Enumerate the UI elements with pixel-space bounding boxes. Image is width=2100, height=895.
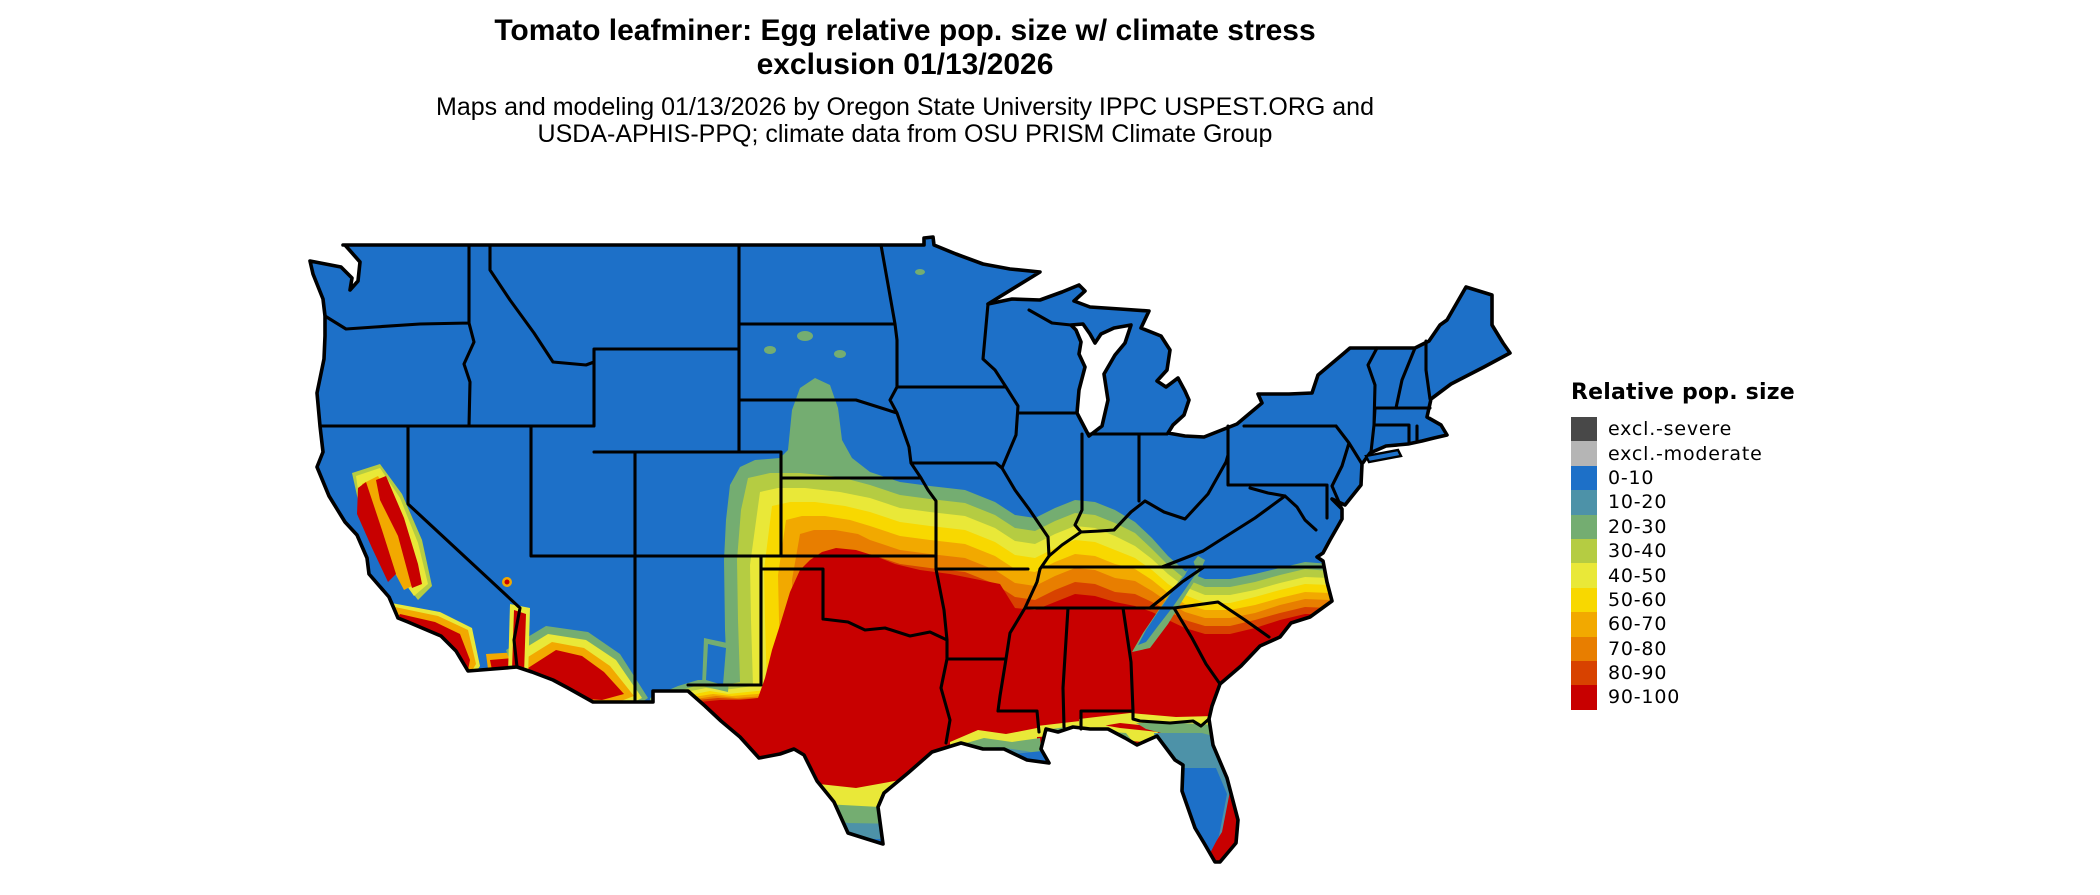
legend-title: Relative pop. size: [1571, 380, 1795, 405]
legend-label: 60-70: [1608, 613, 1668, 636]
legend-row: excl.-moderate: [1571, 441, 1931, 466]
legend-row: 80-90: [1571, 660, 1931, 686]
legend-swatch-40-50: [1571, 563, 1597, 588]
us-outline: [308, 235, 1512, 864]
channel-island-dot: [367, 673, 373, 679]
legend-items: excl.-severe excl.-moderate 0-10 10-20 2…: [1571, 417, 1931, 710]
legend-label: excl.-severe: [1608, 418, 1733, 441]
legend: Relative pop. size excl.-severe excl.-mo…: [1571, 380, 1931, 710]
title-line-2: exclusion 01/13/2026: [756, 48, 1054, 81]
channel-island-dot: [397, 685, 403, 691]
map-raster: [310, 237, 1510, 877]
vegas-red-dot: [504, 579, 510, 585]
legend-swatch-excl-severe: [1571, 417, 1597, 442]
ca-valley-red-west: [357, 482, 396, 582]
legend-row: 50-60: [1571, 587, 1931, 613]
legend-swatch-30-40: [1571, 538, 1597, 564]
us-map-svg: [308, 235, 1512, 877]
plains-green-speck: [764, 346, 776, 354]
legend-row: 20-30: [1571, 514, 1931, 539]
legend-label: 50-60: [1608, 588, 1668, 611]
legend-label: 20-30: [1608, 515, 1668, 538]
legend-row: 0-10: [1571, 465, 1931, 491]
legend-label: 10-20: [1608, 491, 1668, 514]
map-credits: Maps and modeling 01/13/2026 by Oregon S…: [250, 94, 1560, 148]
plains-green-speck: [915, 269, 925, 275]
pecos-blue-streak: [706, 644, 726, 685]
legend-swatch-80-90: [1571, 660, 1597, 686]
legend-label: excl.-moderate: [1608, 442, 1763, 465]
legend-label: 0-10: [1608, 466, 1655, 489]
legend-row: 60-70: [1571, 612, 1931, 637]
legend-swatch-70-80: [1571, 636, 1597, 661]
florida-keys-dot: [1224, 872, 1229, 877]
header: Tomato leafminer: Egg relative pop. size…: [250, 14, 1560, 148]
state-borders: [318, 243, 1432, 745]
legend-swatch-0-10: [1571, 465, 1597, 491]
ca-valley-red-east: [376, 476, 422, 588]
page-title: Tomato leafminer: Egg relative pop. size…: [250, 14, 1560, 82]
legend-row: 90-100: [1571, 685, 1931, 710]
legend-swatch-90-100: [1571, 685, 1597, 710]
legend-swatch-20-30: [1571, 514, 1597, 539]
fl-south-blue: [1170, 768, 1227, 859]
legend-row: 40-50: [1571, 563, 1931, 588]
legend-swatch-10-20: [1571, 490, 1597, 515]
legend-row: 10-20: [1571, 490, 1931, 515]
legend-label: 40-50: [1608, 564, 1668, 587]
plains-green-speck: [834, 350, 846, 358]
legend-row: excl.-severe: [1571, 417, 1931, 442]
long-island: [1364, 448, 1403, 464]
legend-label: 30-40: [1608, 540, 1668, 563]
legend-swatch-60-70: [1571, 612, 1597, 637]
legend-swatch-excl-moderate: [1571, 441, 1597, 466]
legend-label: 90-100: [1608, 686, 1681, 709]
legend-row: 30-40: [1571, 538, 1931, 564]
channel-island-dot: [383, 679, 389, 685]
us-choropleth-map: [300, 230, 1540, 890]
legend-row: 70-80: [1571, 636, 1931, 661]
florida-keys-dot: [1206, 865, 1211, 870]
legend-label: 70-80: [1608, 637, 1668, 660]
subtitle-line-1: Maps and modeling 01/13/2026 by Oregon S…: [436, 93, 1374, 121]
title-line-1: Tomato leafminer: Egg relative pop. size…: [494, 14, 1316, 47]
legend-label: 80-90: [1608, 662, 1668, 685]
florida-keys-dot: [1215, 869, 1220, 874]
subtitle-line-2: USDA-APHIS-PPQ; climate data from OSU PR…: [537, 120, 1273, 148]
plains-green-speck: [797, 331, 813, 341]
legend-swatch-50-60: [1571, 587, 1597, 613]
tx-south-blue: [818, 826, 950, 862]
